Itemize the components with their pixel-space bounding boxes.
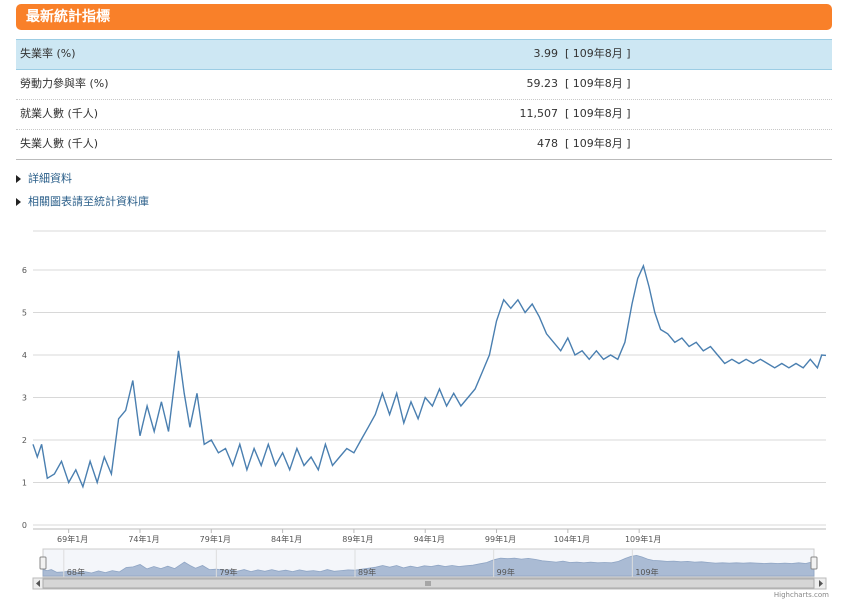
navigator-tick-label: 79年 <box>219 567 237 577</box>
detail-data-link[interactable]: 詳細資料 <box>16 171 149 194</box>
x-tick-label: 94年1月 <box>414 534 445 544</box>
link-list: 詳細資料 相關圖表請至統計資料庫 <box>16 171 149 217</box>
navigator-tick-label: 99年 <box>497 567 515 577</box>
table-row[interactable]: 失業率 (%) 3.99 [ 109年8月 ] <box>16 39 832 70</box>
row-period: [ 109年8月 ] <box>565 137 631 150</box>
link-label: 詳細資料 <box>28 172 72 185</box>
row-value: 11,507 <box>519 107 559 120</box>
row-label: 勞動力參與率 (%) <box>20 77 109 90</box>
navigator-tick-label: 109年 <box>635 567 658 577</box>
row-value: 3.99 <box>533 47 559 60</box>
table-row[interactable]: 就業人數 (千人) 11,507 [ 109年8月 ] <box>16 100 832 130</box>
x-tick-label: 79年1月 <box>200 534 231 544</box>
triangle-right-icon <box>16 175 21 183</box>
table-row[interactable]: 勞動力參與率 (%) 59.23 [ 109年8月 ] <box>16 70 832 100</box>
x-tick-label: 99年1月 <box>485 534 516 544</box>
row-period: [ 109年8月 ] <box>565 77 631 90</box>
header-title: 最新統計指標 <box>26 9 110 25</box>
highcharts-credit[interactable]: Highcharts.com <box>774 591 829 599</box>
link-label: 相關圖表請至統計資料庫 <box>28 195 149 208</box>
navigator-tick-label: 89年 <box>358 567 376 577</box>
series-line[interactable] <box>32 263 827 489</box>
navigator-right-handle[interactable] <box>810 556 818 570</box>
y-axis-ticks: 0 1 2 3 4 5 6 <box>22 266 27 530</box>
table-row[interactable]: 失業人數 (千人) 478 [ 109年8月 ] <box>16 130 832 160</box>
y-tick-label: 2 <box>22 436 27 445</box>
y-tick-label: 5 <box>22 309 27 318</box>
row-label: 失業率 (%) <box>20 47 76 60</box>
indicator-table: 失業率 (%) 3.99 [ 109年8月 ] 勞動力參與率 (%) 59.23… <box>16 39 832 160</box>
y-tick-label: 4 <box>22 351 27 360</box>
x-tick-label: 84年1月 <box>271 534 302 544</box>
navigator-series <box>42 554 815 577</box>
y-tick-label: 1 <box>22 479 27 488</box>
chart-gridlines <box>33 230 826 530</box>
row-period: [ 109年8月 ] <box>565 47 631 60</box>
x-tick-label: 74年1月 <box>128 534 159 544</box>
x-tick-label: 109年1月 <box>625 534 661 544</box>
x-axis-ticks: 69年1月 74年1月 79年1月 84年1月 89年1月 94年1月 99年1月 104年1… <box>57 529 661 544</box>
row-value: 59.23 <box>526 77 559 90</box>
y-tick-label: 0 <box>22 521 27 530</box>
navigator-left-handle[interactable] <box>39 556 47 570</box>
row-value: 478 <box>537 137 558 150</box>
y-tick-label: 3 <box>22 394 27 403</box>
navigator[interactable]: 68年 79年 89年 99年 109年 <box>32 548 827 590</box>
stats-panel-header: 最新統計指標 <box>16 4 832 30</box>
row-label: 失業人數 (千人) <box>20 137 99 150</box>
row-period: [ 109年8月 ] <box>565 107 631 120</box>
scroll-right-arrow-icon[interactable] <box>819 580 823 587</box>
scroll-left-arrow-icon[interactable] <box>36 580 40 587</box>
navigator-tick-label: 68年 <box>67 567 85 577</box>
x-tick-label: 89年1月 <box>342 534 373 544</box>
x-tick-label: 104年1月 <box>554 534 590 544</box>
row-label: 就業人數 (千人) <box>20 107 99 120</box>
x-tick-label: 69年1月 <box>57 534 88 544</box>
triangle-right-icon <box>16 198 21 206</box>
statistics-database-link[interactable]: 相關圖表請至統計資料庫 <box>16 194 149 217</box>
y-tick-label: 6 <box>22 266 27 275</box>
